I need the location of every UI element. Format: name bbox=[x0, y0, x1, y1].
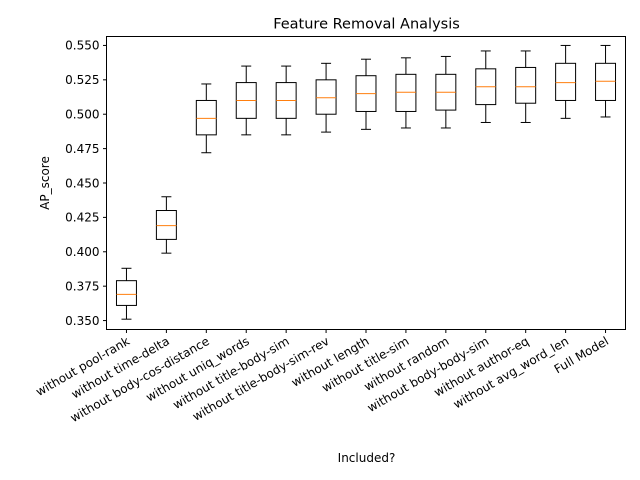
y-tick-label: 0.400 bbox=[65, 245, 99, 259]
box-7 bbox=[355, 58, 377, 130]
x-axis-label: Included? bbox=[338, 451, 396, 465]
box-iqr bbox=[395, 73, 417, 112]
box-8 bbox=[395, 57, 417, 129]
box-1 bbox=[115, 267, 137, 320]
box-iqr bbox=[515, 66, 537, 104]
y-tick-label: 0.350 bbox=[65, 314, 99, 328]
box-12 bbox=[555, 44, 577, 119]
box-10 bbox=[475, 50, 497, 123]
box-5 bbox=[275, 65, 297, 136]
y-axis: 0.350 0.375 0.400 0.425 0.450 0.475 0.500 0.525… bbox=[65, 39, 107, 328]
y-tick-label: 0.375 bbox=[65, 279, 99, 293]
box-11 bbox=[515, 50, 537, 123]
box-iqr bbox=[155, 210, 177, 240]
box-3 bbox=[195, 83, 217, 154]
y-axis-label: AP_score bbox=[38, 156, 52, 210]
y-tick-label: 0.550 bbox=[65, 39, 99, 53]
y-tick-label: 0.500 bbox=[65, 108, 99, 122]
box-iqr bbox=[555, 62, 577, 101]
box-iqr bbox=[195, 99, 217, 136]
y-tick-label: 0.475 bbox=[65, 142, 99, 156]
plot-frame bbox=[106, 36, 626, 330]
y-tick-label: 0.450 bbox=[65, 176, 99, 190]
box-iqr bbox=[315, 79, 337, 115]
y-tick-label: 0.425 bbox=[65, 211, 99, 225]
box-4 bbox=[235, 65, 257, 136]
box-2 bbox=[155, 196, 177, 254]
chart-title: Feature Removal Analysis bbox=[273, 17, 460, 33]
boxes-layer bbox=[115, 44, 617, 320]
box-iqr bbox=[115, 280, 137, 306]
box-13 bbox=[595, 44, 617, 118]
box-9 bbox=[435, 55, 457, 129]
y-tick-label: 0.525 bbox=[65, 73, 99, 87]
box-iqr bbox=[595, 62, 617, 101]
box-6 bbox=[315, 62, 337, 133]
